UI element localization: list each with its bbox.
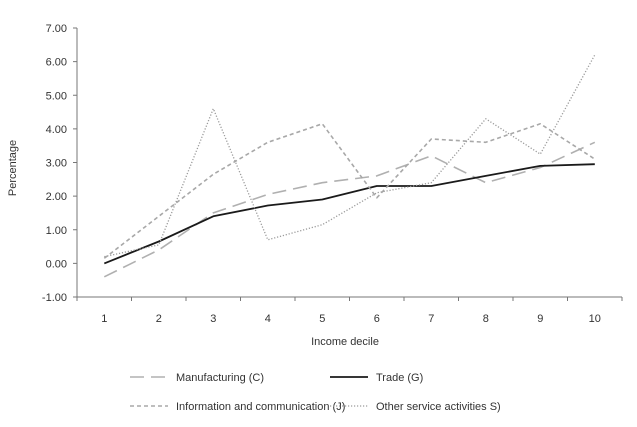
series-lines [103, 54, 596, 278]
legend-label: Manufacturing (C) [176, 372, 264, 384]
legend: Manufacturing (C) Trade (G) Information an… [130, 372, 501, 413]
axes [76, 28, 622, 298]
y-tick-label: 3.00 [46, 158, 67, 170]
y-tick-label: 5.00 [46, 90, 67, 102]
x-tick-label: 3 [210, 313, 216, 325]
legend-label: Trade (G) [376, 372, 423, 384]
x-tick-label: 9 [537, 313, 543, 325]
x-tick-label: 7 [428, 313, 434, 325]
y-tick-label: 6.00 [46, 57, 67, 69]
y-tick-label: 7.00 [46, 23, 67, 35]
series-line [103, 163, 595, 265]
x-tick-label: 8 [483, 313, 489, 325]
x-tick-label: 1 [101, 313, 107, 325]
x-tick-label: 4 [265, 313, 271, 325]
series-line [104, 54, 596, 258]
y-tick-label: -1.00 [42, 292, 67, 304]
x-tick-label: 10 [589, 313, 601, 325]
x-tick-label: 2 [156, 313, 162, 325]
x-axis-ticks: 1 2 3 4 5 6 7 8 9 10 [76, 297, 623, 325]
y-tick-label: 0.00 [46, 258, 67, 270]
y-axis-ticks: -1.00 0.00 1.00 2.00 3.00 4.00 5.00 6.00 7.00 [42, 23, 77, 304]
y-tick-label: 4.00 [46, 124, 67, 136]
y-tick-label: 2.00 [46, 191, 67, 203]
series-line [103, 123, 596, 259]
x-axis-title: Income decile [311, 336, 379, 348]
x-tick-label: 6 [374, 313, 380, 325]
y-tick-label: 1.00 [46, 225, 67, 237]
legend-label: Information and communication (J) [176, 401, 345, 413]
series-line [103, 141, 596, 278]
y-axis-title: Percentage [7, 140, 19, 196]
legend-label: Other service activities S) [376, 401, 501, 413]
x-tick-label: 5 [319, 313, 325, 325]
